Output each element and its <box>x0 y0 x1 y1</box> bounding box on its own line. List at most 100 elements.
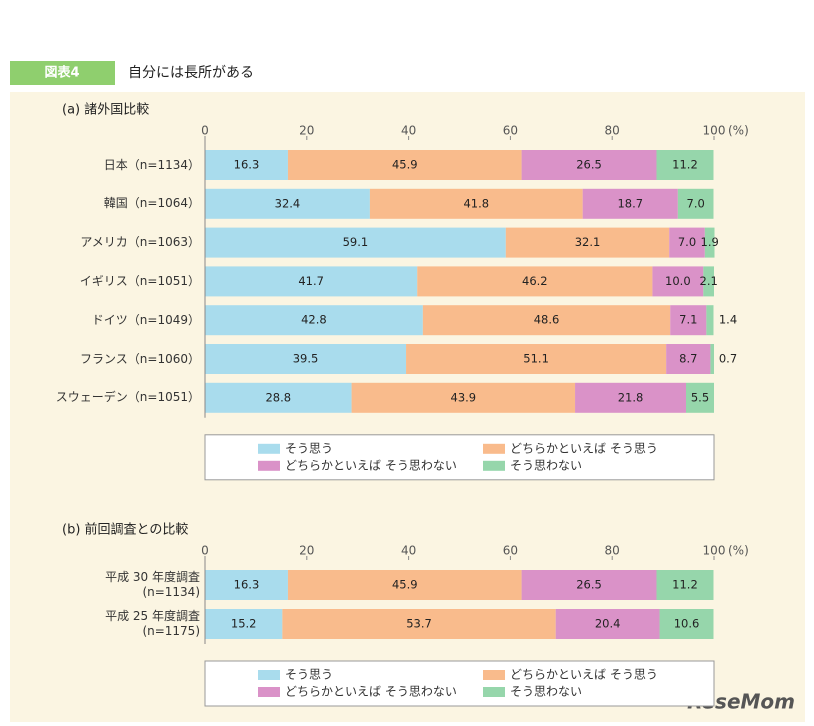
data-label: 18.7 <box>617 196 643 210</box>
legend-swatch <box>483 443 505 454</box>
chart-title: (a) 諸外国比較 <box>62 102 149 118</box>
bar-segment <box>205 188 370 219</box>
y-tick-label: イギリス（n=1051） <box>79 273 200 288</box>
data-label: 42.8 <box>301 313 327 327</box>
legend-swatch <box>483 670 505 680</box>
figure-label-box <box>10 61 115 85</box>
bar-segment <box>205 227 506 258</box>
category-label-box: イギリス（n=1051） <box>79 273 200 288</box>
bar-segment <box>205 266 418 297</box>
legend-label: そう思わない <box>510 685 582 699</box>
data-label: 26.5 <box>576 158 602 172</box>
bar-segment <box>205 382 352 413</box>
data-label: 16.3 <box>234 578 260 592</box>
unit-label: (%) <box>728 124 749 138</box>
bar-segment <box>406 344 667 374</box>
category-label-box: 韓国（n=1064） <box>103 196 200 211</box>
category-label-box: アメリカ（n=1063） <box>80 235 200 250</box>
figure-title: 自分には長所がある <box>128 65 254 81</box>
legend-label: そう思わない <box>510 458 582 472</box>
data-label: 10.6 <box>674 617 700 631</box>
category-label-box: 日本（n=1134） <box>103 157 200 172</box>
category-label-box: スウェーデン（n=1051） <box>55 390 200 405</box>
data-label: 0.7 <box>719 352 737 366</box>
x-tick-label: 100 <box>703 544 726 558</box>
bar-segment <box>656 570 714 600</box>
y-tick-label: 平成 25 年度調査 (n=1175) <box>105 609 200 638</box>
bar-segment <box>205 344 407 374</box>
category-label-box: 平成 30 年度調査 (n=1134) <box>105 570 200 599</box>
legend-label: どちらかといえば そう思う <box>510 668 658 682</box>
data-label: 41.8 <box>463 196 489 210</box>
x-tick-label: 60 <box>503 124 518 138</box>
legend-swatch <box>258 670 280 680</box>
bar-segment <box>287 570 522 600</box>
data-label: 15.2 <box>231 617 257 631</box>
x-tick-label: 80 <box>605 124 620 138</box>
bar-segment <box>369 188 583 219</box>
data-label: 51.1 <box>523 352 549 366</box>
y-tick-label: 日本（n=1134） <box>103 157 200 172</box>
legend-label: どちらかといえば そう思う <box>510 441 658 455</box>
x-tick-label: 80 <box>605 544 620 558</box>
bar-segment <box>669 227 705 258</box>
legend-box <box>204 434 715 481</box>
y-tick-label: アメリカ（n=1063） <box>80 235 200 250</box>
legend-swatch <box>258 460 280 471</box>
category-label-box: ドイツ（n=1049） <box>92 313 200 327</box>
bar-segment <box>704 227 715 258</box>
legend-swatch <box>258 443 280 454</box>
bar-segment <box>656 150 714 180</box>
bar-segment <box>686 382 714 413</box>
data-label: 20.4 <box>595 617 621 631</box>
bar-segment <box>505 227 670 258</box>
bar-segment <box>575 382 687 413</box>
data-label: 21.8 <box>618 390 644 404</box>
x-tick-label: 20 <box>299 124 314 138</box>
bar-segment <box>710 344 714 374</box>
data-label: 7.0 <box>678 235 696 249</box>
legend-swatch <box>258 687 280 697</box>
data-label: 7.0 <box>687 196 705 210</box>
bar-segment <box>582 188 678 219</box>
bar-segment <box>417 266 653 297</box>
category-label-box: フランス（n=1060） <box>80 352 200 366</box>
data-label: 39.5 <box>293 352 319 366</box>
bar-segment <box>703 266 714 297</box>
bar-segment <box>706 305 714 336</box>
data-label: 32.1 <box>575 235 601 249</box>
legend-label: どちらかといえば そう思わない <box>285 685 457 699</box>
data-label: 43.9 <box>451 390 477 404</box>
data-label: 41.7 <box>298 274 324 288</box>
x-tick-label: 40 <box>401 544 416 558</box>
bar-segment <box>555 609 660 639</box>
legend-box <box>204 660 715 707</box>
x-tick-label: 0 <box>201 124 209 138</box>
data-label: 45.9 <box>392 578 418 592</box>
y-tick-label: スウェーデン（n=1051） <box>55 390 200 405</box>
bar-segment <box>652 266 704 297</box>
bar-segment <box>205 570 288 600</box>
data-label: 1.9 <box>701 235 719 249</box>
data-label: 1.4 <box>719 313 737 327</box>
x-tick-label: 0 <box>201 544 209 558</box>
figure-label: 図表4 <box>44 65 79 81</box>
bar-segment <box>666 344 711 374</box>
unit-label: (%) <box>728 544 749 558</box>
bar-segment <box>287 150 522 180</box>
category-label-box: 平成 25 年度調査 (n=1175) <box>105 609 200 638</box>
data-label: 32.4 <box>275 196 301 210</box>
bar-segment <box>659 609 714 639</box>
data-label: 8.7 <box>679 352 697 366</box>
bar-segment <box>351 382 576 413</box>
y-tick-label: 韓国（n=1064） <box>103 196 200 211</box>
bar-segment <box>521 570 657 600</box>
data-label: 16.3 <box>234 158 260 172</box>
x-tick-label: 60 <box>503 544 518 558</box>
bar-segment <box>205 609 283 639</box>
bar-segment <box>282 609 556 639</box>
data-label: 5.5 <box>691 390 709 404</box>
x-tick-label: 40 <box>401 124 416 138</box>
data-label: 11.2 <box>672 158 698 172</box>
